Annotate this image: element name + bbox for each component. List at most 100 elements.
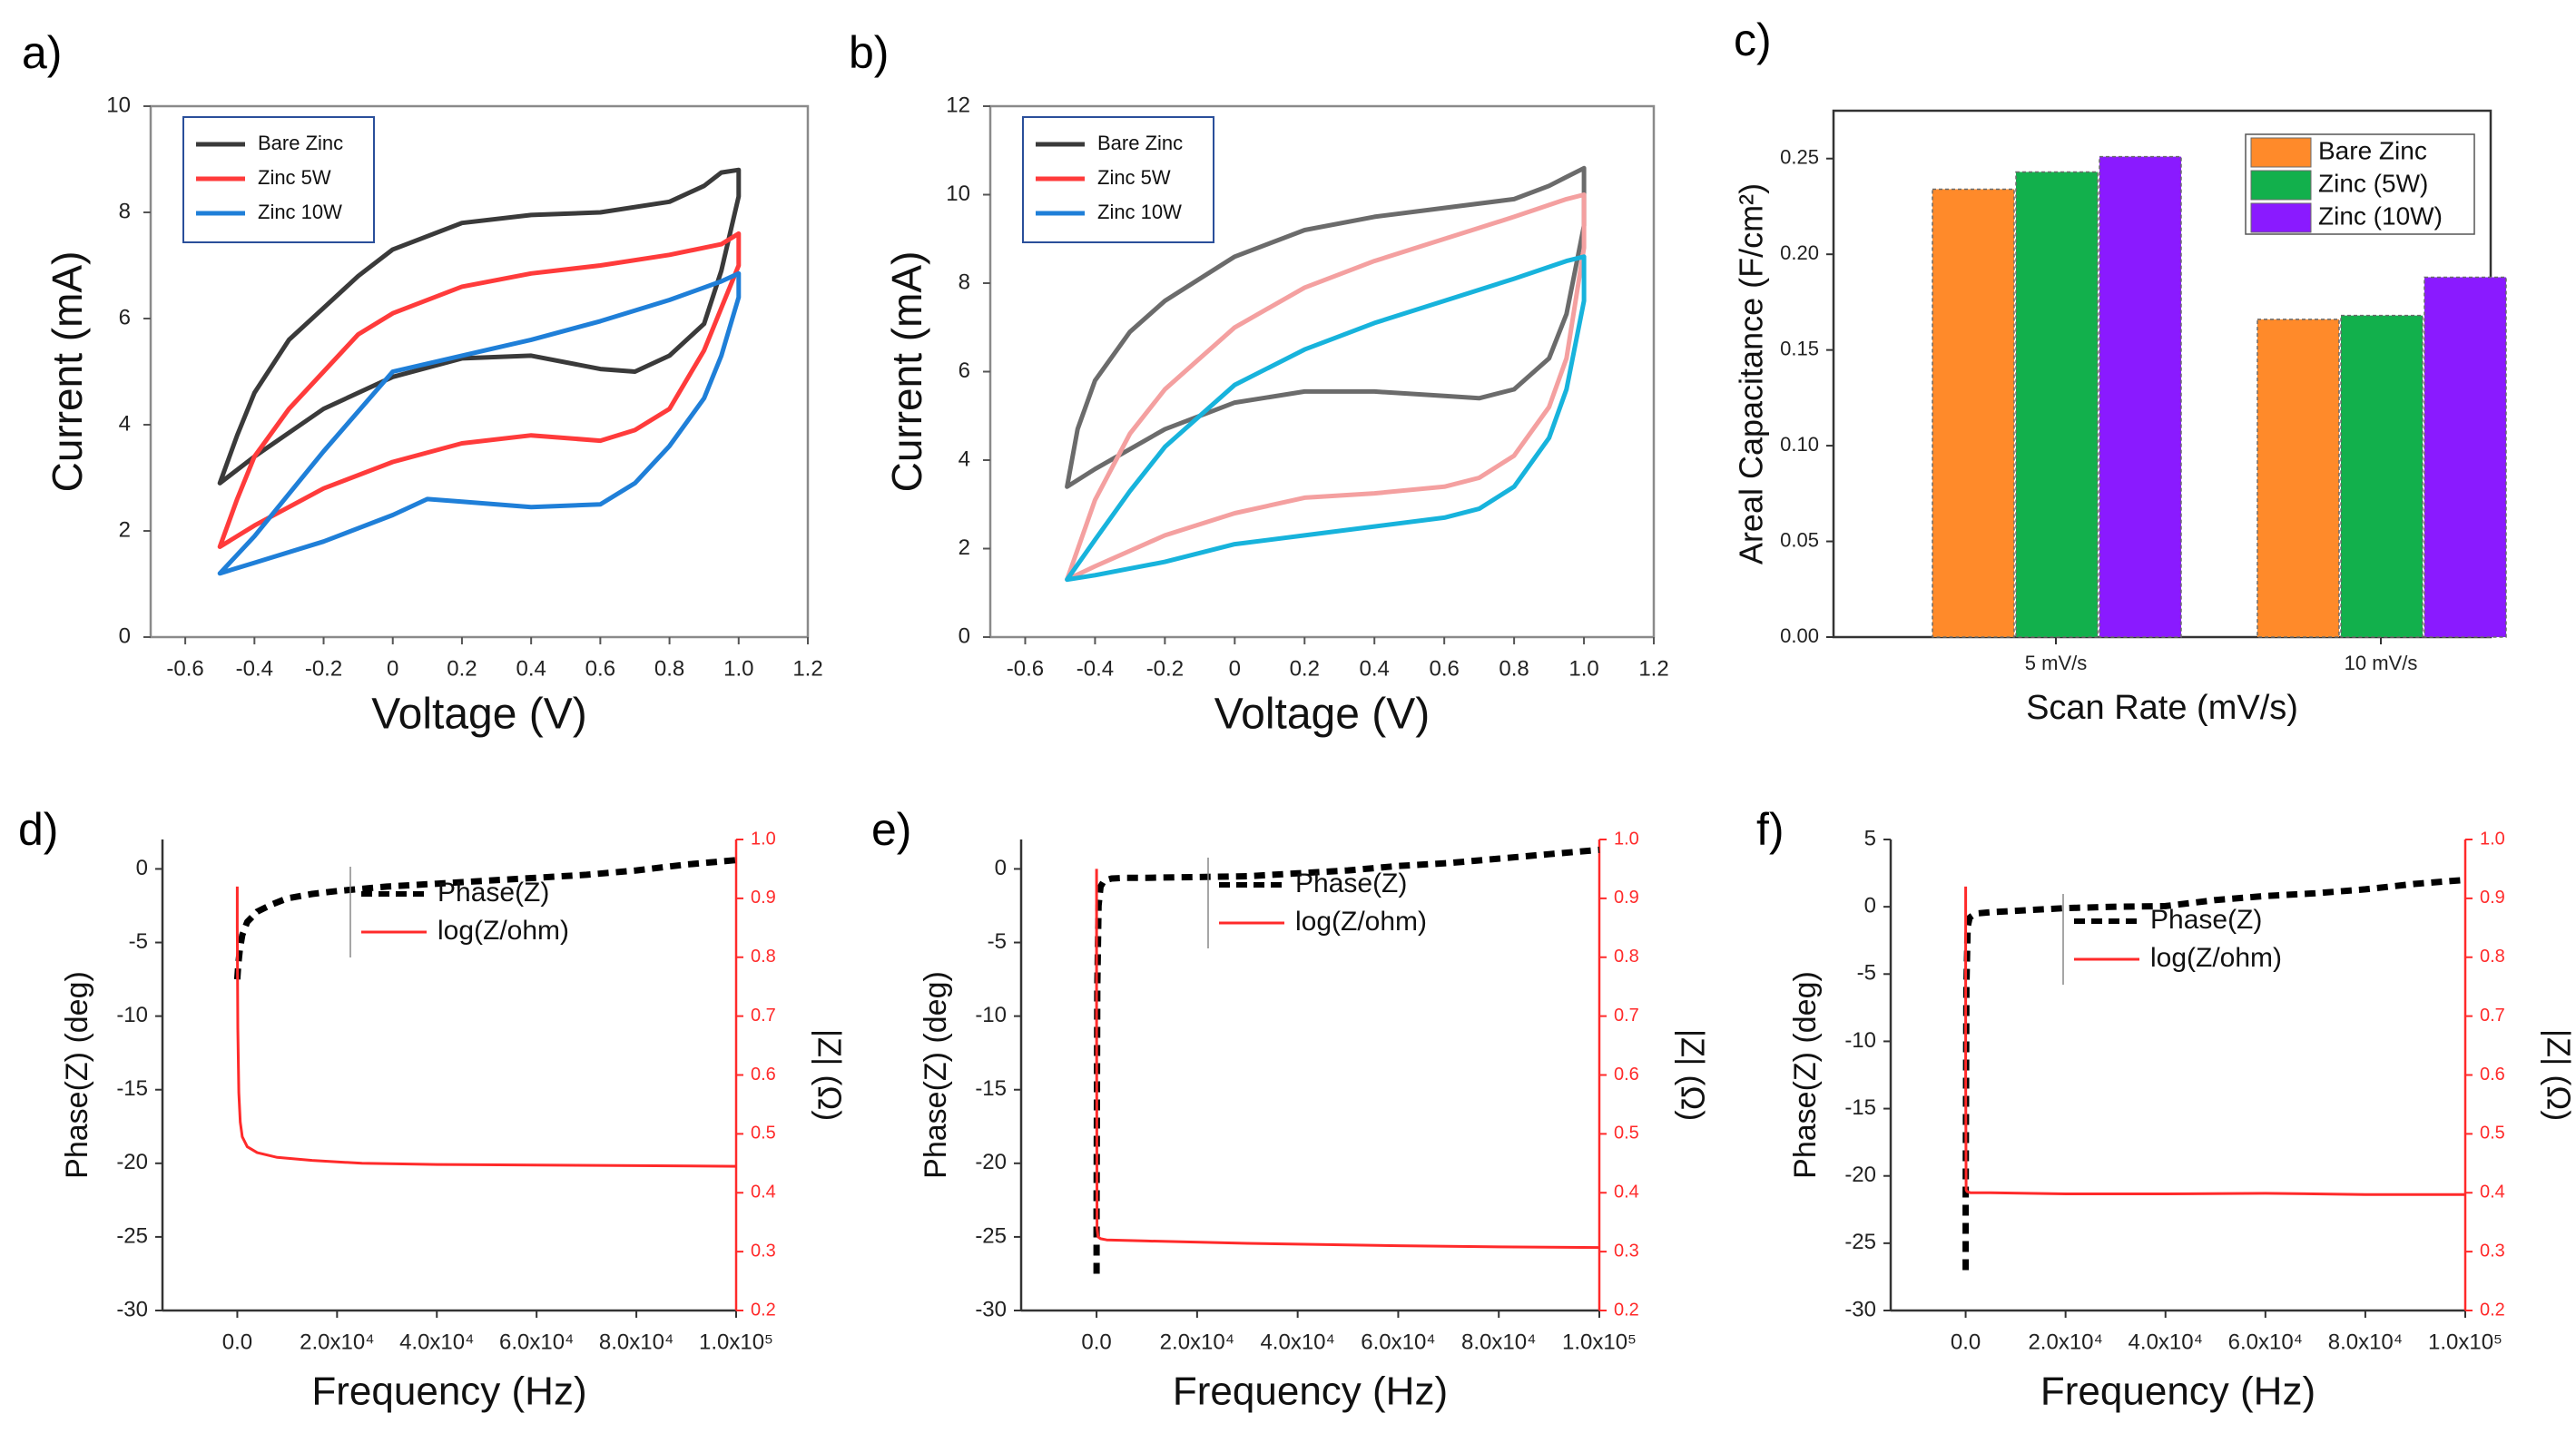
x-tick-label: 1.2 [1638, 656, 1668, 681]
x-tick-label: 0.2 [1290, 656, 1320, 681]
legend-label: log(Z/ohm) [438, 916, 569, 946]
x-tick-label: 0.4 [516, 656, 546, 681]
x-tick-label: 2.0x10⁴ [1160, 1330, 1234, 1354]
y-tick-label: -25 [1844, 1230, 1876, 1254]
y-tick-label: 6 [119, 305, 131, 329]
x-tick-label: 0.6 [585, 656, 615, 681]
y2-tick-label: 0.8 [1614, 947, 1639, 967]
y-tick-label: -20 [1844, 1163, 1876, 1187]
x-tick-label: 6.0x10⁴ [499, 1330, 574, 1354]
x-tick-label: 4.0x10⁴ [2129, 1330, 2203, 1354]
y2-tick-label: 0.6 [1614, 1065, 1639, 1085]
x-tick-label: 1.0x10⁵ [1562, 1330, 1637, 1354]
x-tick-label: -0.4 [236, 656, 273, 681]
y-tick-label: 0 [959, 623, 970, 648]
y-tick-label: -10 [975, 1003, 1007, 1027]
y-axis-label: Current (mA) [44, 251, 91, 493]
x-tick-label: 5 mV/s [2025, 652, 2087, 674]
y-tick-label: 0 [1864, 893, 1876, 918]
y-tick-label: -15 [975, 1076, 1007, 1101]
legend-swatch [2250, 170, 2312, 201]
y-tick-label: 2 [959, 535, 970, 560]
y2-tick-label: 0.9 [2480, 888, 2505, 908]
x-tick-label: 0 [1229, 656, 1241, 681]
y2-tick-label: 0.5 [2480, 1124, 2505, 1144]
bar-zinc-5w--1 [2340, 314, 2424, 638]
legend-swatch [2250, 202, 2312, 233]
y-tick-label: 10 [106, 93, 131, 117]
y-tick-label: 4 [119, 411, 131, 436]
y2-tick-label: 0.7 [751, 1006, 776, 1026]
y-axis-label: Phase(Z) (deg) [1788, 971, 1823, 1179]
legend-label: log(Z/ohm) [2150, 943, 2282, 973]
bar-bare-zinc-0 [1932, 188, 2015, 638]
x-tick-label: 0.8 [654, 656, 684, 681]
panel-a: a) -0.6 -0.4 -0.2 0 0.2 0.4 0.6 0.8 1.0 1.2 0 2 4 6 8 10… [22, 27, 823, 738]
y-tick-label: 6 [959, 358, 970, 383]
x-tick-label: 1.0x10⁵ [2428, 1330, 2502, 1354]
series-line-log-z-ohm- [1964, 886, 2465, 1196]
y-tick-label: 0.00 [1780, 624, 1819, 647]
bar-zinc-10w--1 [2424, 276, 2507, 638]
y-tick-label: -25 [116, 1223, 148, 1248]
panel-label: b) [849, 27, 889, 78]
y2-tick-label: 1.0 [2480, 829, 2505, 849]
y2-tick-label: 0.6 [2480, 1065, 2505, 1085]
x-axis-label: Frequency (Hz) [2040, 1369, 2315, 1414]
legend-label: Zinc (10W) [2318, 201, 2443, 230]
panel-f: f) 0.0 2.0x10⁴ 4.0x10⁴ 6.0x10⁴ 8.0x10⁴ 1.0x10⁵… [1756, 804, 2576, 1413]
y-axis-label: Phase(Z) (deg) [919, 971, 953, 1179]
y-tick-label: 0 [119, 623, 131, 648]
bar-bare-zinc-1 [2256, 319, 2340, 638]
x-tick-label: 1.0x10⁵ [699, 1330, 773, 1354]
y2-tick-label: 0.7 [1614, 1006, 1639, 1026]
legend-label: Phase(Z) [2150, 905, 2262, 935]
legend-label: Zinc 10W [258, 201, 342, 223]
y-tick-label: -30 [116, 1297, 148, 1321]
series-line-log-z-ohm- [235, 886, 737, 1168]
x-axis-label: Voltage (V) [1214, 691, 1430, 739]
x-axis-label: Voltage (V) [371, 691, 586, 739]
x-tick-label: 1.0 [1568, 656, 1598, 681]
series-line-bare-zinc [217, 167, 742, 486]
panel-c: c) 0.00 0.05 0.10 0.15 0.20 0.25 5 mV/s 10 mV/s S… [1733, 15, 2507, 727]
y-tick-label: -15 [1844, 1095, 1876, 1120]
legend-label: Phase(Z) [438, 878, 549, 908]
y2-tick-label: 0.2 [2480, 1300, 2505, 1320]
bar-zinc-10w--0 [2099, 155, 2182, 638]
y-tick-label: 12 [946, 93, 970, 117]
panel-label: a) [22, 27, 62, 78]
y2-tick-label: 0.3 [2480, 1241, 2505, 1261]
legend-label: Bare Zinc [2318, 136, 2427, 164]
y-axis-label: Phase(Z) (deg) [60, 971, 94, 1179]
x-tick-label: 1.2 [792, 656, 822, 681]
y-tick-label: -20 [116, 1150, 148, 1174]
panel-label: d) [18, 804, 58, 855]
panel-label: e) [871, 804, 911, 855]
x-tick-label: 4.0x10⁴ [1260, 1330, 1334, 1354]
series-line-zinc-10w [217, 270, 742, 576]
y-tick-label: -30 [975, 1297, 1007, 1321]
y-tick-label: 0.25 [1780, 146, 1819, 169]
y2-tick-label: 0.5 [751, 1124, 776, 1144]
x-tick-label: -0.2 [305, 656, 342, 681]
y2-axis-label: |Z| (Ω) [1674, 1029, 1711, 1122]
legend-label: Phase(Z) [1295, 869, 1407, 898]
panel-d: d) 0.0 2.0x10⁴ 4.0x10⁴ 6.0x10⁴ 8.0x10⁴ 1.0x10⁵… [18, 804, 848, 1413]
y-axis-label: Areal Capacitance (F/cm²) [1733, 183, 1770, 564]
bar-zinc-5w--0 [2015, 171, 2099, 638]
series-line-zinc-5w [217, 231, 742, 549]
legend-label: Zinc (5W) [2318, 169, 2428, 197]
y-tick-label: -10 [116, 1003, 148, 1027]
series-line-bare-zinc [1065, 165, 1587, 489]
x-tick-label: 0.8 [1499, 656, 1529, 681]
x-tick-label: 8.0x10⁴ [2328, 1330, 2403, 1354]
y2-axis-label: |Z| (Ω) [2540, 1029, 2576, 1122]
y-tick-label: 4 [959, 447, 970, 471]
x-tick-label: -0.6 [1007, 656, 1044, 681]
y-tick-label: 0.05 [1780, 528, 1819, 551]
y-tick-label: 5 [1864, 826, 1876, 850]
y-tick-label: 0.10 [1780, 433, 1819, 456]
x-tick-label: 0.0 [222, 1330, 252, 1354]
